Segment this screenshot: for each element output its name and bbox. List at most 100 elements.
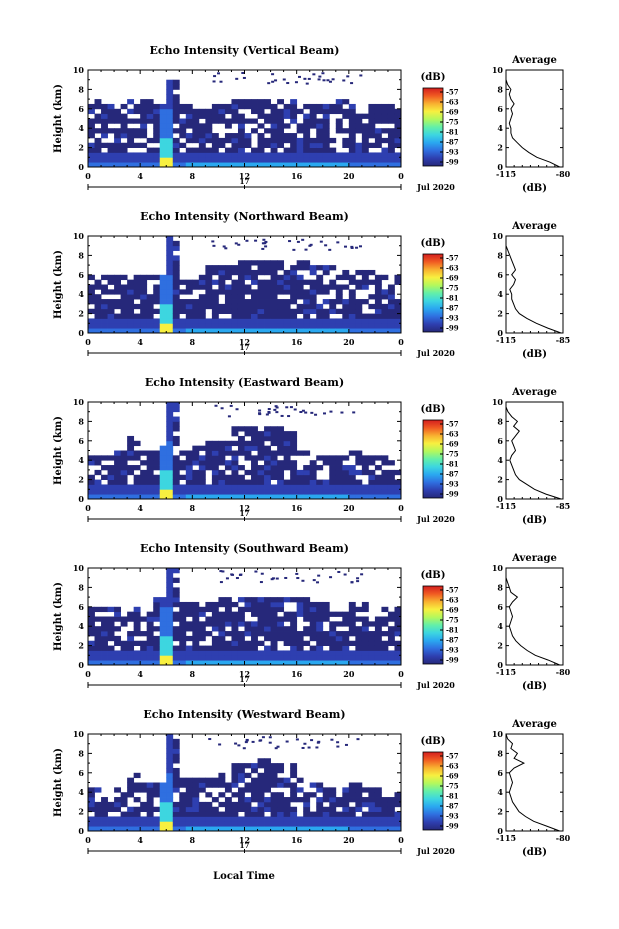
heatmap-cell: [264, 445, 271, 451]
heatmap-cell: [288, 240, 292, 243]
heatmap-cell: [277, 323, 285, 329]
heatmap-cell: [348, 157, 356, 163]
heatmap-cell: [277, 328, 285, 334]
heatmap-cell: [114, 465, 122, 471]
heatmap-cell: [394, 469, 402, 476]
heatmap-cell: [224, 269, 232, 276]
heatmap-cell: [211, 323, 219, 329]
heatmap-cell: [198, 455, 206, 461]
heatmap-cell: [88, 616, 95, 622]
heatmap-cell: [257, 826, 265, 832]
heatmap-cell: [335, 152, 343, 158]
heatmap-cell: [166, 465, 174, 471]
heatmap-cell: [140, 616, 148, 622]
profile-y-tick-label: 2: [497, 641, 503, 651]
heatmap-cell: [322, 152, 330, 158]
heatmap-cell: [283, 269, 291, 276]
heatmap-cell: [107, 113, 115, 119]
heatmap-cell: [381, 479, 389, 485]
heatmap-cell: [205, 601, 213, 608]
heatmap-cell: [114, 635, 122, 642]
heatmap-cell: [309, 157, 317, 163]
heatmap-cell: [322, 323, 330, 329]
heatmap-cell: [244, 103, 252, 110]
heatmap-cell: [374, 826, 382, 832]
heatmap-cell: [342, 308, 350, 314]
heatmap-cell: [166, 763, 174, 769]
heatmap-cell: [198, 137, 206, 144]
heatmap-cell: [235, 77, 239, 80]
heatmap-cell: [211, 318, 219, 324]
heatmap-cell: [114, 299, 122, 305]
heatmap-cell: [387, 157, 395, 163]
heatmap-cell: [257, 465, 265, 471]
heatmap-cell: [355, 318, 363, 324]
heatmap-cell: [107, 299, 115, 305]
heatmap-cell: [172, 660, 180, 666]
heatmap-cell: [101, 489, 108, 495]
heatmap-cell: [153, 162, 161, 168]
heatmap-cell: [322, 308, 330, 314]
heatmap-cell: [133, 772, 141, 779]
heatmap-cell: [159, 660, 167, 666]
heatmap-cell: [368, 660, 376, 666]
heatmap-cell: [159, 108, 167, 115]
heatmap-cell: [159, 450, 167, 456]
heatmap-cell: [394, 631, 402, 637]
heatmap-cell: [277, 260, 285, 266]
heatmap-cell: [264, 816, 271, 822]
heatmap-cell: [140, 479, 148, 485]
x-axis-label: Local Time: [213, 871, 275, 882]
colorbar-tick-label: -99: [446, 822, 459, 831]
heatmap-cell: [172, 118, 180, 124]
heatmap-cell: [296, 318, 304, 324]
heatmap-cell: [244, 274, 252, 281]
heatmap-cell: [257, 797, 265, 803]
heatmap-cell: [264, 763, 271, 769]
heatmap-cell: [224, 811, 232, 817]
heatmap-cell: [264, 152, 271, 158]
heatmap-cell: [172, 577, 180, 583]
heatmap-cell: [185, 821, 193, 827]
profile-frame: [505, 235, 564, 334]
heatmap-cell: [295, 738, 299, 741]
heatmap-cell: [159, 318, 167, 324]
heatmap-cell: [368, 489, 376, 495]
heatmap-cell: [218, 782, 226, 788]
colorbar-tick-label: -87: [446, 636, 459, 645]
heatmap-cell: [120, 660, 128, 666]
heatmap-cell: [146, 821, 154, 827]
heatmap-cell: [172, 328, 180, 334]
heatmap-cell: [329, 650, 337, 656]
heatmap-cell: [270, 631, 278, 637]
heatmap-cell: [381, 631, 389, 637]
heatmap-cell: [218, 460, 226, 466]
heatmap-cell: [348, 811, 356, 817]
heatmap-cell: [231, 152, 239, 158]
heatmap-cell: [257, 308, 265, 314]
heatmap-cell: [153, 274, 161, 281]
heatmap-cell: [198, 650, 206, 656]
heatmap-cell: [317, 78, 321, 81]
heatmap-cell: [205, 289, 213, 295]
heatmap-cell: [101, 806, 108, 812]
heatmap-cell: [303, 792, 311, 798]
heatmap-cell: [277, 631, 285, 637]
heatmap-cell: [237, 479, 245, 485]
heatmap-cell: [361, 323, 369, 329]
profile-y-tick-label: 4: [497, 621, 503, 631]
heatmap-cell: [205, 450, 213, 456]
heatmap-cell: [394, 113, 402, 119]
heatmap-cell: [374, 640, 382, 646]
heatmap-cell: [251, 303, 258, 310]
heatmap-cell: [231, 133, 239, 139]
heatmap-cell: [218, 308, 226, 314]
heatmap-cell: [237, 294, 245, 300]
heatmap-cell: [94, 631, 102, 637]
heatmap-cell: [277, 806, 285, 812]
heatmap-cell: [172, 738, 180, 745]
heatmap-cell: [270, 157, 278, 163]
heatmap-cell: [270, 128, 278, 134]
heatmap-cell: [172, 303, 180, 310]
heatmap-cell: [290, 782, 298, 788]
